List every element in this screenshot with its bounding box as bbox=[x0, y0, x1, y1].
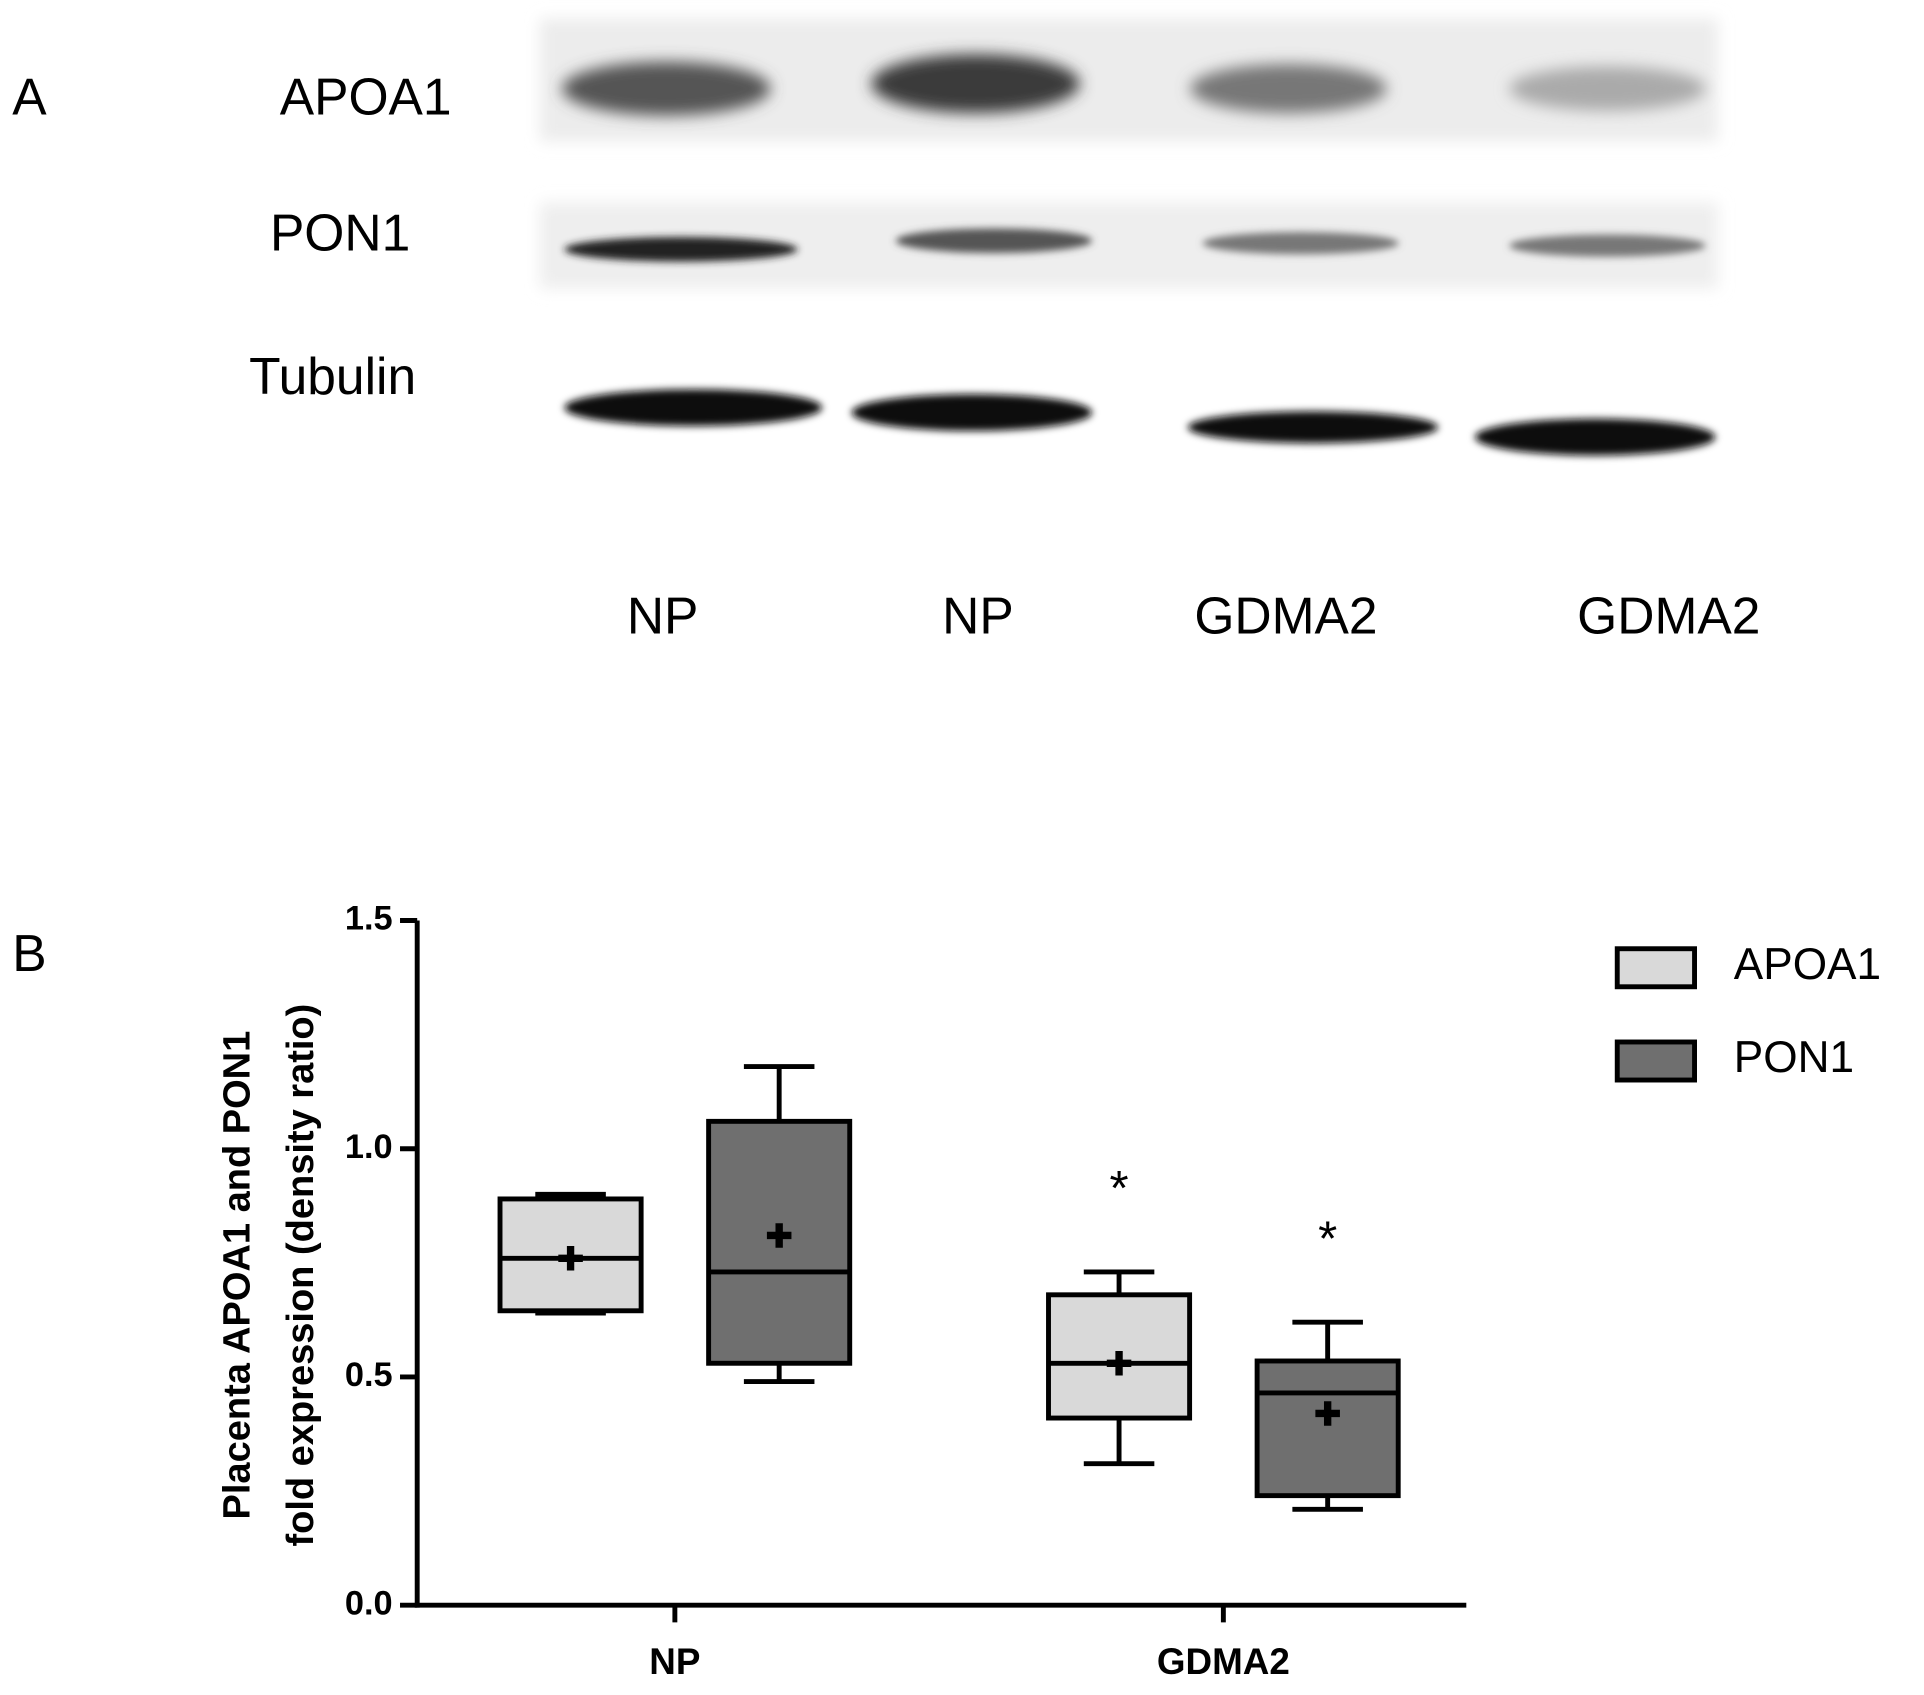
band bbox=[1509, 66, 1706, 111]
mean-marker bbox=[1106, 1351, 1132, 1376]
band bbox=[895, 228, 1093, 253]
y-axis-label: fold expression (density ratio) bbox=[280, 1004, 322, 1547]
band bbox=[1509, 234, 1706, 257]
mean-marker bbox=[766, 1223, 792, 1248]
panel-label: A bbox=[12, 67, 47, 125]
box bbox=[1254, 1358, 1401, 1499]
panel-label: B bbox=[12, 924, 46, 982]
y-tick-label: 1.5 bbox=[345, 900, 393, 938]
legend-label: APOA1 bbox=[1734, 940, 1881, 989]
band bbox=[561, 61, 771, 116]
mean-marker bbox=[558, 1246, 583, 1271]
x-tick-label: GDMA2 bbox=[1157, 1641, 1290, 1682]
significance-label: * bbox=[1318, 1212, 1337, 1266]
band bbox=[851, 394, 1093, 431]
y-tick-label: 0.5 bbox=[345, 1356, 393, 1394]
band bbox=[1187, 411, 1439, 444]
band bbox=[871, 54, 1080, 114]
x-tick-label: NP bbox=[649, 1641, 700, 1682]
legend-swatch bbox=[1614, 946, 1697, 990]
legend-swatch bbox=[1614, 1039, 1697, 1083]
lane-label: GDMA2 bbox=[1577, 586, 1760, 644]
lane-label: GDMA2 bbox=[1194, 586, 1377, 644]
legend-label: PON1 bbox=[1734, 1033, 1854, 1082]
band bbox=[1190, 64, 1387, 114]
lane-label: NP bbox=[627, 586, 699, 644]
mean-marker bbox=[1315, 1401, 1340, 1426]
band bbox=[1202, 232, 1399, 255]
box-plot: 0.0 0.5 1.0 1.5 Placenta APOA1 and PON1 fold … bbox=[216, 900, 1881, 1682]
y-tick-label: 0.0 bbox=[345, 1584, 393, 1622]
row-label: Tubulin bbox=[249, 347, 416, 405]
y-tick-label: 1.0 bbox=[345, 1128, 393, 1166]
row-label: PON1 bbox=[270, 204, 410, 262]
western-blot bbox=[539, 18, 1718, 456]
row-label: APOA1 bbox=[280, 67, 452, 125]
band bbox=[1474, 418, 1716, 456]
y-axis-label: Placenta APOA1 and PON1 bbox=[216, 1031, 258, 1520]
band bbox=[564, 389, 823, 427]
significance-label: * bbox=[1110, 1162, 1129, 1216]
lane-label: NP bbox=[942, 586, 1014, 644]
band bbox=[564, 237, 798, 262]
